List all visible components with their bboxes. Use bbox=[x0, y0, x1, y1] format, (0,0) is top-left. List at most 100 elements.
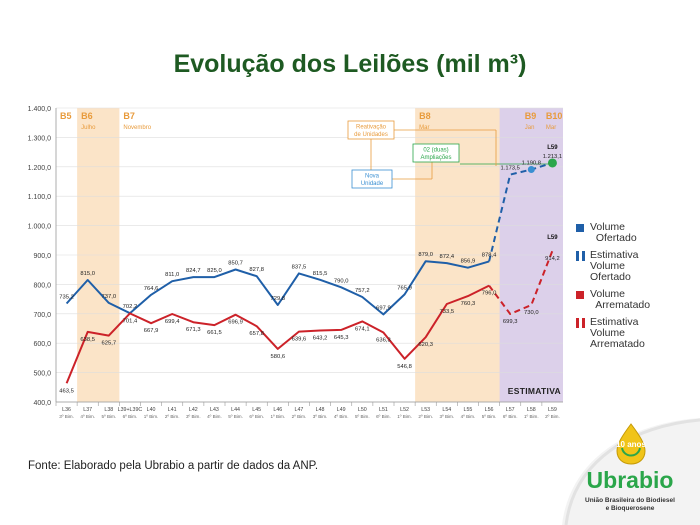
x-tick-sublabel: 2º Bim. bbox=[418, 414, 433, 419]
x-tick-sublabel: 6º Bim. bbox=[249, 414, 264, 419]
legend-label: Volume Ofertado bbox=[590, 221, 637, 244]
data-label: 790,0 bbox=[334, 278, 349, 284]
x-tick-sublabel: 2º Bim. bbox=[165, 414, 180, 419]
data-label: 757,2 bbox=[355, 288, 370, 294]
data-label: 638,5 bbox=[80, 337, 95, 343]
data-point bbox=[547, 158, 557, 168]
x-tick-label: L36 bbox=[62, 407, 71, 413]
y-tick-label: 800,0 bbox=[33, 282, 51, 289]
data-point bbox=[527, 166, 535, 174]
band-label: B6 bbox=[81, 111, 93, 121]
x-tick-label: L55 bbox=[464, 407, 473, 413]
data-label: 850,7 bbox=[228, 260, 243, 266]
data-label: 825,0 bbox=[207, 268, 222, 274]
legend-label: Estimativa Volume Arrematado bbox=[590, 316, 645, 350]
legend-item-estimativa-ofertado: Estimativa Volume Ofertado bbox=[576, 250, 700, 283]
logo-swoosh-edge bbox=[564, 418, 700, 525]
annotation-box bbox=[351, 169, 393, 189]
y-tick-label: 500,0 bbox=[33, 371, 51, 378]
x-tick-sublabel: 4º Bim. bbox=[461, 414, 476, 419]
x-tick-label: L58 bbox=[527, 407, 536, 413]
data-label: 765,9 bbox=[397, 285, 412, 291]
y-tick-label: 1.400,0 bbox=[28, 106, 51, 113]
x-tick-sublabel: 2º Bim. bbox=[292, 414, 307, 419]
data-label: 760,3 bbox=[461, 301, 476, 307]
data-label: 856,9 bbox=[461, 259, 476, 265]
series-line bbox=[65, 284, 490, 384]
y-tick-label: 1.300,0 bbox=[28, 135, 51, 142]
data-label: 811,0 bbox=[165, 272, 179, 278]
legend-dashed-swatch-icon bbox=[576, 251, 585, 261]
legend-dashed-swatch-icon bbox=[576, 318, 585, 328]
y-tick-label: 1.100,0 bbox=[28, 194, 51, 201]
data-label: 639,6 bbox=[292, 337, 307, 343]
x-tick-label: L44 bbox=[231, 407, 240, 413]
source-note: Fonte: Elaborado pela Ubrabio a partir d… bbox=[28, 460, 319, 472]
x-tick-sublabel: 1º Bim. bbox=[144, 414, 159, 419]
data-label: 878,4 bbox=[482, 252, 497, 258]
x-tick-label: L52 bbox=[400, 407, 409, 413]
data-label: 674,1 bbox=[355, 326, 370, 332]
legend-swatch-icon bbox=[576, 224, 584, 232]
band-sublabel: Julho bbox=[81, 125, 96, 131]
data-label: 645,3 bbox=[334, 335, 349, 341]
annotation-text: 02 (duas) bbox=[423, 148, 448, 154]
data-label: 737,0 bbox=[102, 294, 117, 300]
x-tick-label: L38 bbox=[104, 407, 113, 413]
x-tick-sublabel: 1º Bim. bbox=[270, 414, 285, 419]
band-sublabel: Jan bbox=[525, 125, 535, 131]
data-label: 620,3 bbox=[418, 342, 433, 348]
data-label: 729,8 bbox=[271, 296, 286, 302]
y-tick-label: 700,0 bbox=[33, 312, 51, 319]
data-label: 667,9 bbox=[144, 328, 159, 334]
legend-item-ofertado: Volume Ofertado bbox=[576, 222, 700, 244]
annotation-text: de Unidades bbox=[354, 132, 388, 138]
legend-item-estimativa-arrematado: Estimativa Volume Arrematado bbox=[576, 317, 700, 350]
data-label: 879,0 bbox=[418, 252, 433, 258]
data-label: 701,4 bbox=[123, 318, 138, 324]
y-tick-label: 1.000,0 bbox=[28, 224, 51, 231]
logo-tagline: União Brasileira do Biodiesel bbox=[585, 497, 675, 504]
band-sublabel: Novembro bbox=[123, 125, 151, 131]
chart-title: Evolução dos Leilões (mil m³) bbox=[173, 50, 527, 78]
annotation-text: Reativação bbox=[356, 125, 387, 131]
estimate-region-label: ESTIMATIVA bbox=[508, 386, 561, 396]
x-tick-sublabel: 5º Bim. bbox=[482, 414, 497, 419]
annotation-text: Ampliações bbox=[420, 155, 451, 161]
x-tick-sublabel: 1º Bim. bbox=[397, 414, 412, 419]
data-label: 702,2 bbox=[123, 304, 138, 310]
data-label: 735,2 bbox=[59, 294, 74, 300]
svg-text:10 anos: 10 anos bbox=[616, 440, 646, 449]
legend-item-arrematado: Volume Arrematado bbox=[576, 289, 700, 311]
x-tick-label: L54 bbox=[442, 407, 451, 413]
x-tick-label: L45 bbox=[252, 407, 261, 413]
x-tick-label: L42 bbox=[189, 407, 198, 413]
y-tick-label: 400,0 bbox=[33, 400, 51, 407]
data-label: 1.173,5 bbox=[501, 166, 520, 172]
band-label: B7 bbox=[123, 111, 135, 121]
annotation-box bbox=[412, 143, 460, 163]
band-sublabel: Mar bbox=[419, 125, 429, 131]
l59-tag: L59 bbox=[547, 235, 558, 241]
y-tick-label: 600,0 bbox=[33, 341, 51, 348]
data-label: 815,5 bbox=[313, 271, 328, 277]
x-tick-label: L56 bbox=[485, 407, 494, 413]
x-tick-sublabel: 3º Bim. bbox=[313, 414, 328, 419]
chart-legend: Volume Ofertado Estimativa Volume Oferta… bbox=[576, 222, 700, 356]
band-sublabel: Mar bbox=[546, 125, 556, 131]
data-label: 697,9 bbox=[376, 305, 391, 311]
data-label: 815,0 bbox=[80, 271, 95, 277]
x-tick-label: L48 bbox=[316, 407, 325, 413]
x-tick-label: L59 bbox=[548, 407, 557, 413]
x-tick-label: L43 bbox=[210, 407, 219, 413]
data-label: 699,4 bbox=[165, 319, 180, 325]
x-tick-label: L41 bbox=[168, 407, 177, 413]
data-label: 837,5 bbox=[292, 264, 307, 270]
x-tick-sublabel: 5º Bim. bbox=[228, 414, 243, 419]
legend-swatch-icon bbox=[576, 291, 584, 299]
data-label: 827,8 bbox=[249, 267, 264, 273]
x-tick-sublabel: 5º Bim. bbox=[355, 414, 370, 419]
x-tick-label: L39+L39C bbox=[118, 407, 143, 413]
x-tick-sublabel: 6º Bim. bbox=[376, 414, 391, 419]
data-label: 872,4 bbox=[440, 254, 455, 260]
